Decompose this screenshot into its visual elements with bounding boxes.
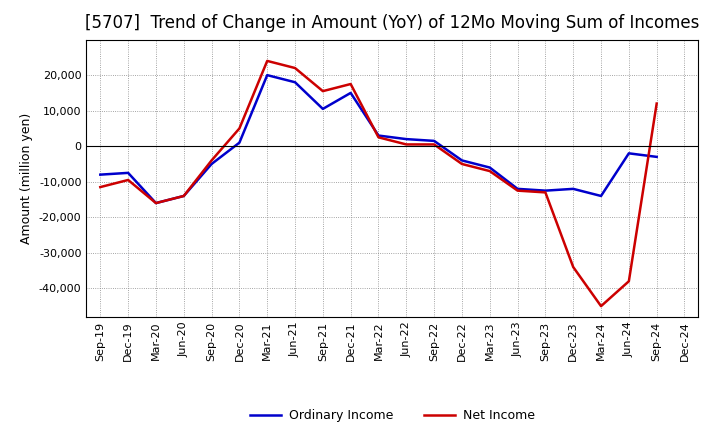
Ordinary Income [152,201,161,206]
Ordinary Income [291,80,300,85]
Net Income [263,58,271,63]
Net Income [207,158,216,163]
Y-axis label: Amount (million yen): Amount (million yen) [20,113,33,244]
Ordinary Income [430,138,438,143]
Net Income [430,142,438,147]
Ordinary Income [652,154,661,160]
Ordinary Income [207,161,216,167]
Net Income [124,177,132,183]
Net Income [318,88,327,94]
Net Income [485,169,494,174]
Ordinary Income [569,186,577,191]
Net Income [513,188,522,193]
Net Income [458,161,467,167]
Ordinary Income [235,140,243,145]
Ordinary Income [541,188,550,193]
Ordinary Income [346,90,355,95]
Title: [5707]  Trend of Change in Amount (YoY) of 12Mo Moving Sum of Incomes: [5707] Trend of Change in Amount (YoY) o… [85,15,700,33]
Line: Ordinary Income: Ordinary Income [100,75,657,203]
Net Income [402,142,410,147]
Ordinary Income [179,193,188,198]
Ordinary Income [374,133,383,138]
Ordinary Income [263,73,271,78]
Ordinary Income [624,150,633,156]
Legend: Ordinary Income, Net Income: Ordinary Income, Net Income [245,404,540,427]
Net Income [569,264,577,270]
Ordinary Income [402,136,410,142]
Ordinary Income [318,106,327,111]
Net Income [597,304,606,309]
Net Income [96,184,104,190]
Net Income [374,135,383,140]
Net Income [179,193,188,198]
Line: Net Income: Net Income [100,61,657,306]
Net Income [152,201,161,206]
Ordinary Income [458,158,467,163]
Net Income [235,126,243,131]
Net Income [624,279,633,284]
Net Income [652,101,661,106]
Net Income [541,190,550,195]
Net Income [291,66,300,71]
Net Income [346,81,355,87]
Ordinary Income [597,193,606,198]
Ordinary Income [513,186,522,191]
Ordinary Income [485,165,494,170]
Ordinary Income [124,170,132,176]
Ordinary Income [96,172,104,177]
